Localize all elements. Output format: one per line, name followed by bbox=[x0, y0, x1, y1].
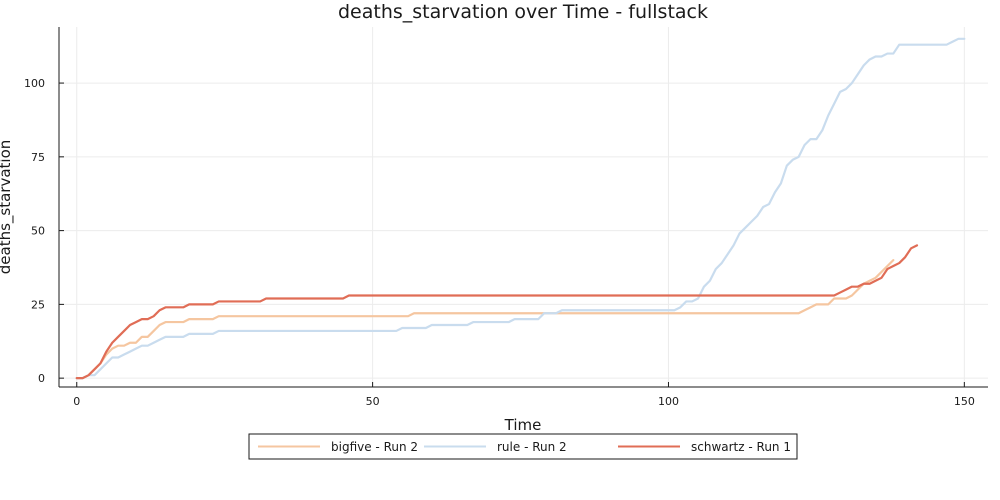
y-tick-label: 0 bbox=[38, 372, 45, 385]
legend: bigfive - Run 2 rule - Run 2 schwartz - … bbox=[248, 433, 798, 460]
series-group bbox=[75, 37, 966, 380]
x-tick-label: 100 bbox=[658, 395, 679, 408]
y-axis-title: deaths_starvation bbox=[0, 140, 15, 275]
series-line-schwartz bbox=[75, 244, 919, 380]
x-tick-label: 150 bbox=[954, 395, 975, 408]
y-tick-label: 100 bbox=[24, 77, 45, 90]
ticks: 0 50 100 150 0 25 50 75 100 bbox=[24, 77, 975, 408]
legend-label-bigfive: bigfive - Run 2 bbox=[331, 440, 418, 454]
chart-title: deaths_starvation over Time - fullstack bbox=[338, 1, 708, 23]
y-tick-label: 25 bbox=[31, 298, 45, 311]
x-tick-label: 0 bbox=[73, 395, 80, 408]
series-line-bigfive bbox=[75, 259, 895, 380]
x-axis-title: Time bbox=[504, 416, 542, 434]
axes bbox=[58, 27, 988, 388]
legend-label-schwartz: schwartz - Run 1 bbox=[691, 440, 791, 454]
legend-label-rule: rule - Run 2 bbox=[497, 440, 567, 454]
y-tick-label: 75 bbox=[31, 151, 45, 164]
legend-box bbox=[248, 433, 798, 460]
y-tick-label: 50 bbox=[31, 225, 45, 238]
series-line-rule bbox=[75, 37, 966, 380]
x-tick-label: 50 bbox=[366, 395, 380, 408]
